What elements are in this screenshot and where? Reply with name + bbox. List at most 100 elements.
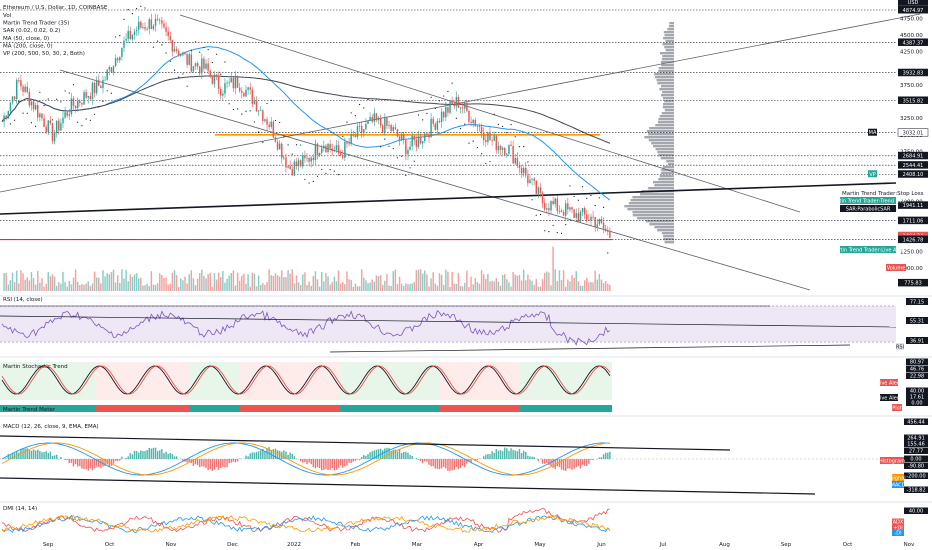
candle [569, 207, 571, 210]
volume-bar [95, 277, 98, 291]
candle [409, 146, 411, 150]
macd-histogram-bar [394, 449, 397, 459]
volume-bar [205, 278, 207, 291]
price-tag: 4874.97 [898, 6, 928, 14]
volume-bar [388, 285, 390, 291]
macd-histogram-bar [489, 454, 491, 459]
macd-histogram-bar [100, 459, 102, 469]
candle [512, 145, 514, 164]
macd-histogram-bar [461, 459, 464, 466]
stoch-tag-label: 80.97 [910, 360, 924, 366]
macd-histogram-bar [514, 450, 516, 459]
macd-histogram-bar [264, 451, 266, 459]
volume-bar [43, 286, 45, 291]
macd-histogram-bar [522, 450, 525, 459]
macd-tag-label: 264.91 [907, 436, 925, 442]
sar-dot [169, 60, 171, 62]
volume-bar [285, 277, 287, 291]
sar-dot [363, 107, 365, 109]
macd-macd-label: MACD [891, 481, 906, 489]
price-tag-label: 4387.37 [903, 40, 924, 46]
candle [405, 140, 407, 155]
macd-histogram-bar [255, 451, 258, 459]
ma200-line [1, 75, 611, 144]
candle [211, 75, 214, 84]
volume-bar [333, 276, 336, 291]
macd-histogram-bar [266, 448, 268, 459]
macd-histogram-bar [68, 459, 71, 463]
sar-dot [262, 141, 264, 143]
candle [144, 27, 146, 30]
candle [39, 113, 41, 118]
macd-histogram-bar [442, 459, 445, 467]
price-tag: 1711.06 [898, 216, 928, 224]
candle [64, 112, 66, 118]
macd-histogram-bar [230, 459, 233, 463]
macd-histogram-bar [562, 459, 565, 471]
volume-profile-bar [664, 46, 674, 49]
sar-dot [480, 153, 483, 155]
sar-dot [98, 106, 100, 108]
sar-dot [342, 135, 344, 138]
candle [333, 149, 336, 152]
volume-bar [491, 280, 493, 291]
macd-histogram-bar [253, 452, 256, 459]
volume-bar [342, 281, 344, 291]
macd-histogram-bar [377, 449, 380, 459]
volume-bar [607, 283, 609, 291]
stoch-zone [440, 362, 520, 400]
candle [253, 100, 256, 105]
volume-bar [22, 273, 24, 291]
volume-bar [350, 280, 352, 291]
volume-bar [331, 282, 333, 291]
volume-bar [531, 280, 533, 291]
indicator-legend-1: Martin Trend Trader (35) [3, 21, 69, 27]
macd-histogram-label-bg [880, 457, 904, 464]
sar-dot [438, 100, 441, 102]
price-tag-label: 1426.78 [903, 237, 924, 243]
candle [522, 167, 525, 174]
macd-histogram-bar [47, 453, 50, 459]
sar-dot [89, 119, 91, 121]
candle [461, 107, 464, 109]
volume-bar [354, 283, 357, 291]
volume-bar [34, 284, 37, 291]
sar-dot [165, 52, 167, 54]
candle [411, 135, 413, 147]
price-tag: 3032.01 [897, 128, 929, 137]
price-tag-label: 3032.01 [903, 131, 924, 137]
candle [201, 58, 203, 74]
volume-bars [3, 246, 611, 291]
macd-histogram-bar [18, 452, 20, 459]
macd-tag-label: 0.00 [910, 457, 921, 463]
candle [112, 66, 115, 72]
macd-histogram-bar [34, 450, 37, 459]
macd-histogram-bar [367, 454, 369, 459]
macd-histogram-bar [350, 459, 352, 463]
volume-bar [7, 284, 10, 291]
volume-bar [510, 286, 512, 291]
macd-histogram-bar [30, 450, 33, 459]
candle [49, 120, 52, 124]
x-axis-label: Sep [43, 542, 54, 548]
volume-bar [26, 277, 28, 291]
macd-histogram-bar [58, 459, 60, 460]
candle [466, 102, 468, 111]
macd-histogram-bar [342, 459, 344, 468]
volume-profile-bar [663, 238, 674, 241]
candle [91, 82, 94, 100]
volume-bar [135, 273, 138, 291]
macd-histogram-bar [9, 455, 12, 459]
stoch-tag: 80.97 [906, 358, 928, 366]
volume-bar [68, 280, 71, 291]
macd-histogram-bar [7, 454, 10, 459]
trend-meter-bar [190, 405, 240, 412]
macd-histogram-bar [506, 448, 508, 459]
macd-histogram-bar [497, 450, 500, 459]
sar-dot [586, 197, 588, 200]
sar-dot [514, 136, 516, 138]
volume-bar [520, 280, 523, 291]
sar-dot [316, 175, 319, 177]
sar-dot [140, 5, 142, 7]
